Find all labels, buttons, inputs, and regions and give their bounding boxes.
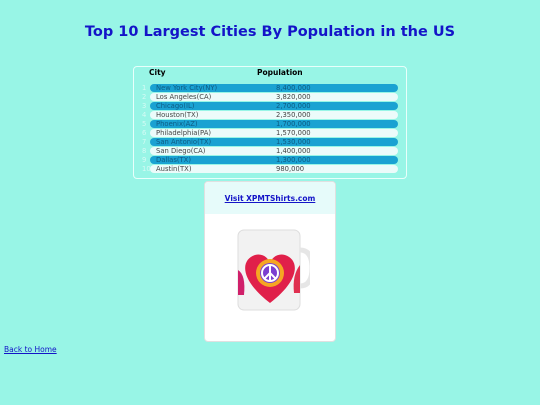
table-row: 5 Phoenix(AZ) 1,700,000 bbox=[140, 120, 398, 128]
city-name: Philadelphia(PA) bbox=[156, 129, 212, 137]
row-number: 2 bbox=[142, 93, 147, 101]
city-name: Los Angeles(CA) bbox=[156, 93, 212, 101]
city-name: Chicago(IL) bbox=[156, 102, 195, 110]
row-number: 8 bbox=[142, 147, 147, 155]
population: 1,530,000 bbox=[276, 138, 311, 146]
population: 980,000 bbox=[276, 165, 305, 173]
row-number: 7 bbox=[142, 138, 147, 146]
ad-header: Visit XPMTShirts.com bbox=[205, 182, 335, 214]
population: 1,700,000 bbox=[276, 120, 311, 128]
row-number: 5 bbox=[142, 120, 147, 128]
city-name: Dallas(TX) bbox=[156, 156, 191, 164]
city-name: Austin(TX) bbox=[156, 165, 192, 173]
ad-box: Visit XPMTShirts.com bbox=[204, 181, 336, 342]
page-title: Top 10 Largest Cities By Population in t… bbox=[84, 24, 456, 40]
row-background bbox=[150, 129, 398, 137]
row-background bbox=[150, 102, 398, 110]
city-name: San Diego(CA) bbox=[156, 147, 206, 155]
row-number: 10 bbox=[142, 165, 151, 173]
row-number: 4 bbox=[142, 111, 147, 119]
population: 8,400,000 bbox=[276, 84, 311, 92]
population: 2,350,000 bbox=[276, 111, 311, 119]
row-number: 9 bbox=[142, 156, 147, 164]
table-row: 9 Dallas(TX) 1,300,000 bbox=[140, 156, 398, 164]
row-background bbox=[150, 120, 398, 128]
row-number: 1 bbox=[142, 84, 147, 92]
population: 2,700,000 bbox=[276, 102, 311, 110]
city-name: New York City(NY) bbox=[156, 84, 218, 92]
table-row: 10 Austin(TX) 980,000 bbox=[140, 165, 398, 173]
population: 1,400,000 bbox=[276, 147, 311, 155]
mug-image bbox=[237, 229, 310, 311]
row-background bbox=[150, 156, 398, 164]
population: 1,300,000 bbox=[276, 156, 311, 164]
city-name: San Antonio(TX) bbox=[156, 138, 212, 146]
column-header: City bbox=[149, 68, 166, 77]
city-table: City Population 1 New York City(NY) 8,400,… bbox=[133, 66, 407, 179]
row-background bbox=[150, 111, 398, 119]
row-number: 6 bbox=[142, 129, 147, 137]
row-background bbox=[150, 93, 398, 101]
column-header: Population bbox=[257, 68, 303, 77]
table-row: 7 San Antonio(TX) 1,530,000 bbox=[140, 138, 398, 146]
table-row: 6 Philadelphia(PA) 1,570,000 bbox=[140, 129, 398, 137]
population: 1,570,000 bbox=[276, 129, 311, 137]
table-row: 4 Houston(TX) 2,350,000 bbox=[140, 111, 398, 119]
city-name: Houston(TX) bbox=[156, 111, 199, 119]
table-row: 3 Chicago(IL) 2,700,000 bbox=[140, 102, 398, 110]
row-background bbox=[150, 138, 398, 146]
row-number: 3 bbox=[142, 102, 147, 110]
row-background bbox=[150, 165, 398, 173]
table-row: 2 Los Angeles(CA) 3,820,000 bbox=[140, 93, 398, 101]
row-background bbox=[150, 84, 398, 92]
ad-link[interactable]: Visit XPMTShirts.com bbox=[224, 194, 316, 203]
back-link[interactable]: Back to Home bbox=[4, 345, 57, 354]
table-row: 1 New York City(NY) 8,400,000 bbox=[140, 84, 398, 92]
population: 3,820,000 bbox=[276, 93, 311, 101]
row-background bbox=[150, 147, 398, 155]
city-name: Phoenix(AZ) bbox=[156, 120, 198, 128]
table-row: 8 San Diego(CA) 1,400,000 bbox=[140, 147, 398, 155]
